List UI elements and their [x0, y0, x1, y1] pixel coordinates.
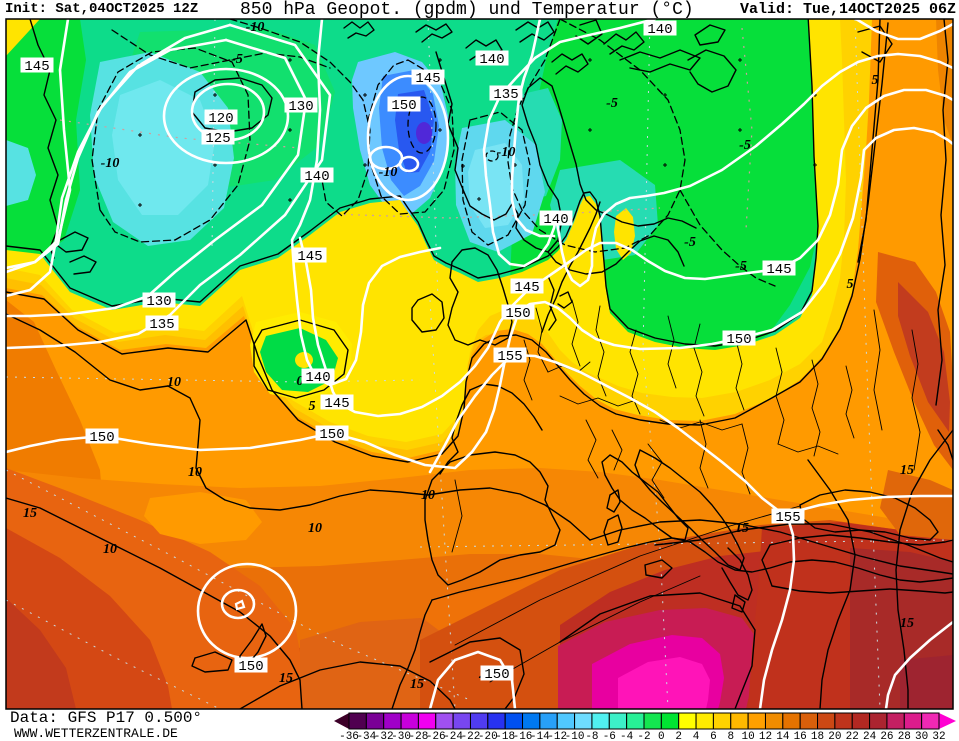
svg-text:-6: -6 — [603, 731, 616, 741]
svg-text:150: 150 — [319, 427, 344, 443]
svg-text:5: 5 — [309, 399, 316, 414]
svg-text:-10: -10 — [379, 165, 398, 180]
svg-text:-14: -14 — [530, 731, 550, 741]
svg-text:-18: -18 — [495, 731, 515, 741]
svg-text:140: 140 — [304, 169, 329, 185]
svg-text:-22: -22 — [461, 731, 481, 741]
svg-text:-24: -24 — [443, 731, 463, 741]
svg-text:-2: -2 — [637, 731, 650, 741]
svg-text:4: 4 — [693, 731, 700, 741]
svg-text:145: 145 — [514, 280, 539, 296]
svg-text:140: 140 — [479, 52, 504, 68]
svg-text:-5: -5 — [735, 259, 747, 274]
svg-text:-30: -30 — [391, 731, 411, 741]
svg-text:-5: -5 — [684, 235, 696, 250]
svg-text:-10: -10 — [101, 156, 120, 171]
svg-text:-34: -34 — [356, 731, 376, 741]
svg-text:-26: -26 — [426, 731, 446, 741]
svg-text:16: 16 — [794, 731, 807, 741]
svg-text:-28: -28 — [409, 731, 429, 741]
svg-text:26: 26 — [880, 731, 893, 741]
svg-text:-32: -32 — [374, 731, 394, 741]
svg-text:135: 135 — [493, 87, 518, 103]
svg-text:145: 145 — [766, 262, 791, 278]
svg-text:2: 2 — [675, 731, 682, 741]
svg-text:0: 0 — [658, 731, 665, 741]
svg-text:-10: -10 — [246, 20, 265, 35]
svg-text:14: 14 — [776, 731, 790, 741]
svg-text:32: 32 — [932, 731, 945, 741]
svg-text:10: 10 — [742, 731, 755, 741]
svg-text:150: 150 — [505, 306, 530, 322]
svg-text:12: 12 — [759, 731, 772, 741]
svg-text:15: 15 — [900, 616, 914, 631]
svg-text:0: 0 — [297, 374, 304, 389]
svg-text:-36: -36 — [339, 731, 359, 741]
svg-text:5: 5 — [872, 73, 879, 88]
svg-text:155: 155 — [775, 510, 800, 526]
svg-text:130: 130 — [288, 99, 313, 115]
svg-text:10: 10 — [421, 488, 435, 503]
svg-text:-4: -4 — [620, 731, 634, 741]
svg-text:-10: -10 — [497, 145, 516, 160]
svg-text:10: 10 — [308, 521, 322, 536]
svg-text:140: 140 — [647, 22, 672, 38]
svg-text:15: 15 — [279, 671, 293, 686]
svg-text:140: 140 — [543, 212, 568, 228]
svg-text:30: 30 — [915, 731, 928, 741]
svg-text:130: 130 — [146, 294, 171, 310]
svg-text:155: 155 — [497, 349, 522, 365]
svg-text:145: 145 — [24, 59, 49, 75]
svg-text:8: 8 — [727, 731, 734, 741]
svg-text:145: 145 — [297, 249, 322, 265]
svg-text:10: 10 — [103, 542, 117, 557]
svg-text:145: 145 — [415, 71, 440, 87]
svg-text:-12: -12 — [547, 731, 567, 741]
svg-text:6: 6 — [710, 731, 717, 741]
svg-text:-8: -8 — [585, 731, 598, 741]
svg-text:150: 150 — [484, 667, 509, 683]
svg-text:150: 150 — [726, 332, 751, 348]
svg-text:-5: -5 — [231, 52, 243, 67]
svg-text:10: 10 — [188, 465, 202, 480]
svg-text:15: 15 — [735, 521, 749, 536]
svg-text:5: 5 — [847, 277, 854, 292]
svg-text:24: 24 — [863, 731, 877, 741]
svg-text:15: 15 — [900, 463, 914, 478]
svg-text:135: 135 — [149, 317, 174, 333]
svg-text:-10: -10 — [565, 731, 585, 741]
svg-text:18: 18 — [811, 731, 824, 741]
svg-text:28: 28 — [898, 731, 911, 741]
svg-text:20: 20 — [828, 731, 841, 741]
svg-text:145: 145 — [324, 396, 349, 412]
svg-text:22: 22 — [846, 731, 859, 741]
svg-text:15: 15 — [410, 677, 424, 692]
svg-text:150: 150 — [238, 659, 263, 675]
svg-text:125: 125 — [205, 131, 230, 147]
svg-text:-20: -20 — [478, 731, 498, 741]
svg-text:10: 10 — [167, 375, 181, 390]
svg-text:15: 15 — [23, 506, 37, 521]
svg-text:120: 120 — [208, 111, 233, 127]
svg-text:150: 150 — [391, 98, 416, 114]
svg-text:-5: -5 — [739, 138, 751, 153]
svg-text:140: 140 — [305, 370, 330, 386]
svg-text:-5: -5 — [606, 96, 618, 111]
svg-text:150: 150 — [89, 430, 114, 446]
svg-text:-16: -16 — [513, 731, 533, 741]
